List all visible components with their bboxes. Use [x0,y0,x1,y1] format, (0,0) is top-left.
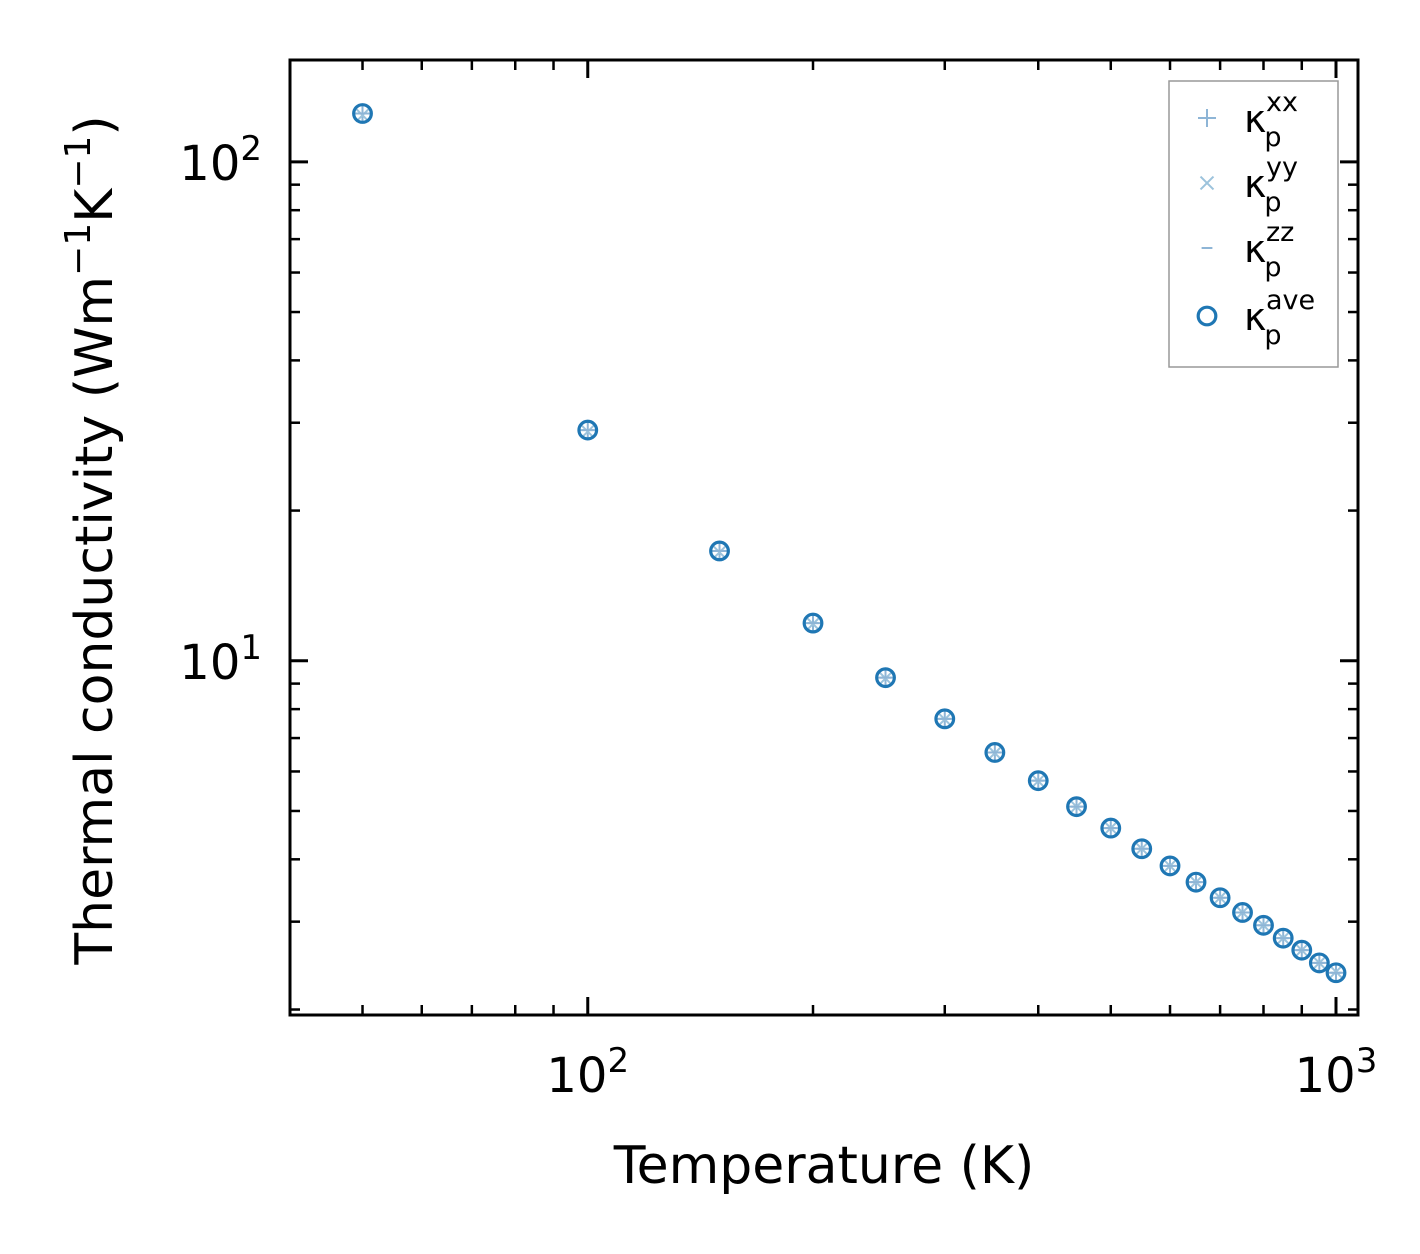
legend-marker-xx [1198,109,1216,127]
marker-circle [1325,962,1347,984]
marker-circle [1291,939,1313,961]
marker-circle [934,708,956,730]
marker-circle [352,103,373,124]
legend-label-base: κ [1244,162,1266,206]
major-ticks [290,60,1358,1015]
data-point-ave [709,540,730,562]
legend-marker-ave [1196,305,1218,327]
legend-label-sup: xx [1266,87,1298,118]
data-point-ave [934,708,956,730]
marker-circle [1209,887,1231,909]
data-point-ave [1253,914,1274,936]
marker-circle [1185,871,1207,893]
y-tick-label: 101 [179,628,262,691]
data-point-ave [352,103,373,124]
marker-circle [709,540,730,562]
legend-label-sub: p [1264,320,1281,351]
y-tick-label-base: 10 [179,635,240,691]
data-point-ave [1159,855,1181,877]
legend-label-ave: κp ave [1244,285,1315,351]
plot-frame [288,58,1360,1017]
data-point-ave [1325,962,1347,984]
y-tick-label-exponent: 2 [240,129,262,169]
legend-label-sub: p [1264,122,1281,153]
legend-label-sup: yy [1266,152,1298,183]
marker-circle [1196,305,1218,327]
data-point-ave [1272,927,1294,949]
data-point-ave [1100,817,1122,839]
marker-circle [1159,855,1181,877]
marker-circle [875,667,896,689]
x-tick-label: 102 [546,1041,629,1104]
marker-circle [802,612,824,634]
minor-ticks [290,60,1358,1015]
data-point-ave [1131,838,1153,860]
data-point-ave [984,742,1006,763]
legend-label-sub: p [1264,252,1281,283]
data-point-ave [875,667,896,689]
marker-circle [577,419,599,441]
legend-label-base: κ [1244,97,1266,141]
marker-circle [1253,914,1274,936]
marker-x-b [712,545,727,560]
marker-circle [1100,817,1122,839]
y-tick-label-base: 10 [179,136,240,192]
data-point-ave [1209,887,1231,909]
x-tick-label-exponent: 3 [1356,1041,1378,1081]
marker-circle [1272,927,1294,949]
y-axis-label: Thermal conductivity (Wm−1K−1) [58,115,125,965]
marker-circle [1066,796,1087,818]
legend-marker-yy [1199,175,1215,191]
x-tick-label: 103 [1295,1041,1378,1104]
marker-circle [1027,770,1049,792]
marker-circle [984,742,1006,763]
legend-label-yy: κp yy [1244,152,1298,218]
y-tick-label: 102 [179,129,262,192]
legend-label-sub: p [1264,187,1281,218]
marker-circle [1308,952,1330,974]
x-tick-label-base: 10 [1295,1048,1356,1104]
data-point-ave [1308,952,1330,974]
data-point-ave [1027,770,1049,792]
legend-label-base: κ [1244,227,1266,271]
data-point-ave [1232,902,1253,923]
marker-circle [1131,838,1153,860]
x-tick-label-exponent: 2 [607,1041,629,1081]
legend-label-zz: κp zz [1244,217,1294,283]
legend-label-xx: κp xx [1244,87,1298,153]
marker-circle [1232,902,1253,923]
legend-label-sup: zz [1266,217,1294,248]
data-point-ave [577,419,599,441]
data-point-ave [1291,939,1313,961]
y-tick-label-exponent: 1 [240,628,262,668]
marker-x-b [1199,175,1215,191]
data-point-ave [1066,796,1087,818]
legend-label-sup: ave [1266,285,1315,316]
legend-label-base: κ [1244,295,1266,339]
data-point-ave [802,612,824,634]
x-axis-label: Temperature (K) [613,1136,1035,1196]
x-tick-label-base: 10 [546,1048,607,1104]
data-point-ave [1185,871,1207,893]
data-point-yy [712,545,727,560]
data-points [352,103,1347,984]
